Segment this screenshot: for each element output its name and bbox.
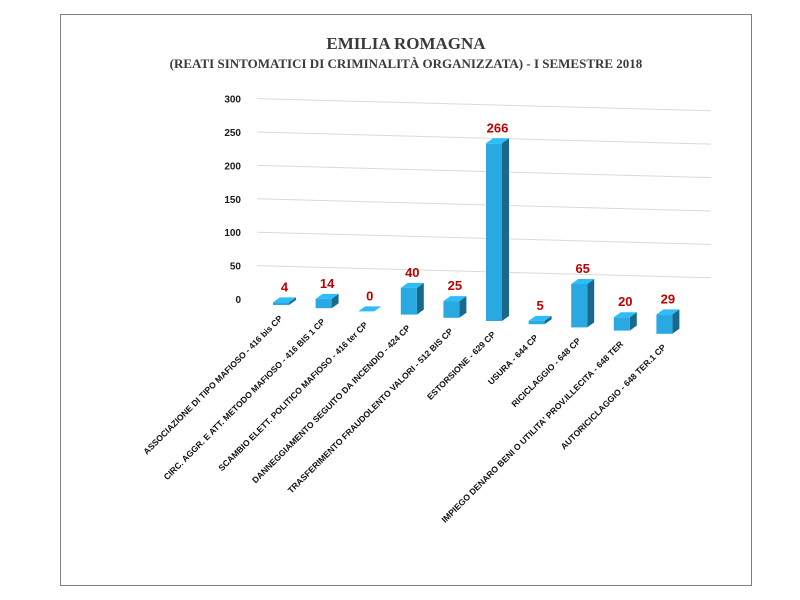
gridline <box>256 164 712 179</box>
bar-front <box>613 317 630 331</box>
data-label: 0 <box>366 288 373 303</box>
bar <box>358 306 382 312</box>
bar-front <box>528 320 545 325</box>
bar <box>400 282 424 315</box>
bar-top <box>528 315 552 321</box>
bar-side <box>629 312 637 331</box>
bar-front <box>656 314 673 334</box>
bar-side <box>331 293 339 309</box>
category-labels: ASSOCIAZIONE DI TIPO MAFIOSO - 416 bis C… <box>141 313 668 525</box>
bar <box>656 309 680 334</box>
data-labels: 4 14 0 40 25 266 5 65 20 29 <box>281 120 675 313</box>
gridline <box>256 265 712 279</box>
bar-top <box>273 297 296 303</box>
category-label: DANNEGGIAMENTO SEGUITO DA INCENDIO - 424… <box>250 323 412 485</box>
bar <box>315 293 339 309</box>
chart-subtitle: (REATI SINTOMATICI DI CRIMINALITÀ ORGANI… <box>170 56 643 71</box>
bar <box>571 278 595 328</box>
bar-top <box>358 306 382 312</box>
data-label: 5 <box>536 298 543 313</box>
bar-front <box>400 287 417 315</box>
y-tick-label: 250 <box>224 128 241 139</box>
data-label: 4 <box>281 279 289 294</box>
y-axis-ticks: 0 50 100 150 200 250 300 <box>224 95 241 306</box>
y-tick-label: 100 <box>224 228 241 239</box>
data-label: 29 <box>661 291 675 306</box>
bar-top <box>443 296 467 302</box>
bar-side <box>544 315 552 325</box>
category-label: AUTORICICLAGGIO - 648 TER.1 CP <box>559 342 668 451</box>
y-tick-label: 300 <box>224 95 241 106</box>
chart-title: EMILIA ROMAGNA <box>326 34 486 53</box>
data-label: 266 <box>487 120 509 135</box>
data-label: 14 <box>320 276 335 291</box>
gridline <box>256 198 712 212</box>
bar-top <box>571 278 595 284</box>
bar-side <box>459 296 467 318</box>
bar-chart: EMILIA ROMAGNA (REATI SINTOMATICI DI CRI… <box>141 34 712 525</box>
category-label: TRASFERIMENTO FRAUDOLENTO VALORI - 512 B… <box>286 326 455 495</box>
bar-side <box>416 282 424 315</box>
category-label: CIRC. AGGR. E ATT. METODO MAFIOSO - 416 … <box>162 316 328 482</box>
bar-front <box>315 298 332 309</box>
bar-top <box>613 312 637 318</box>
chart-frame: EMILIA ROMAGNA (REATI SINTOMATICI DI CRI… <box>60 14 752 586</box>
data-label: 65 <box>575 261 589 276</box>
y-tick-label: 0 <box>235 295 241 306</box>
bar-front <box>571 283 588 328</box>
gridline <box>256 231 712 245</box>
bar <box>443 296 467 318</box>
data-label: 40 <box>405 265 419 280</box>
data-label: 25 <box>448 278 462 293</box>
bar <box>273 297 296 305</box>
gridlines <box>256 98 712 279</box>
bars <box>273 138 680 334</box>
y-tick-label: 150 <box>224 195 241 206</box>
bar-side <box>672 309 680 334</box>
bar-side <box>587 278 595 328</box>
bar <box>528 315 552 325</box>
bar-top <box>400 282 424 288</box>
bar-side <box>289 297 296 305</box>
gridline <box>256 98 712 112</box>
data-label: 20 <box>618 294 632 309</box>
bar-top <box>315 293 339 299</box>
y-tick-label: 50 <box>230 262 242 273</box>
gridline <box>256 131 712 145</box>
bar <box>613 312 637 331</box>
bar-front <box>486 143 502 321</box>
bar <box>486 138 509 321</box>
y-tick-label: 200 <box>224 161 241 172</box>
bar-top <box>486 138 509 144</box>
bar-side <box>502 138 509 321</box>
bar-front <box>273 302 289 305</box>
bar-front <box>443 301 460 318</box>
bar-top <box>656 309 680 315</box>
